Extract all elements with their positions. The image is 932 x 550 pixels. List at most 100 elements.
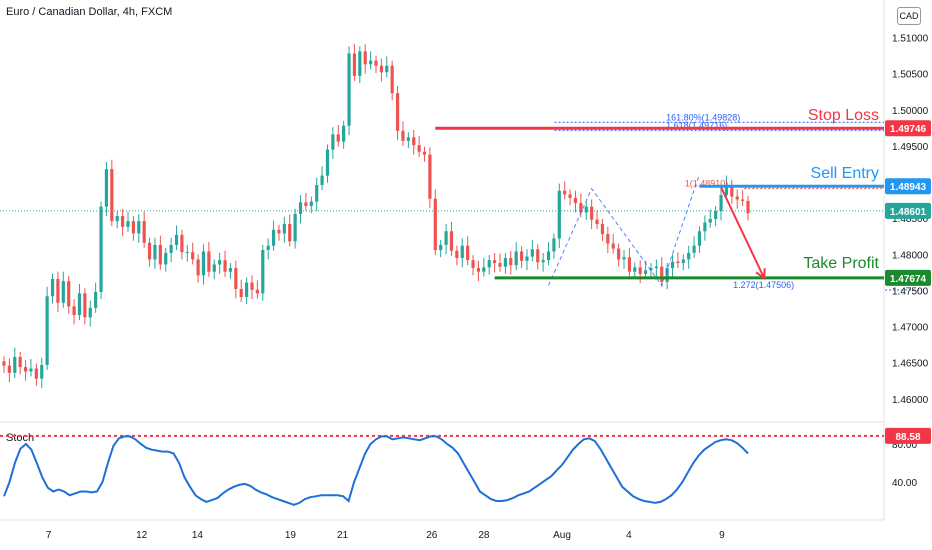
candle-body <box>617 248 621 260</box>
stop-loss-label: Stop Loss <box>808 107 879 124</box>
candle-body <box>385 65 389 73</box>
candle-body <box>142 221 146 243</box>
candle-body <box>77 293 82 316</box>
candle-body <box>476 268 481 272</box>
candle-body <box>697 231 702 246</box>
candle-body <box>525 256 529 261</box>
candle-body <box>676 261 680 264</box>
candle-body <box>56 278 60 303</box>
candle-body <box>271 229 276 246</box>
price-tick-label: 1.47500 <box>892 286 929 297</box>
candle-body <box>449 231 454 251</box>
sell-entry-price-label-box <box>885 178 931 195</box>
candle-body <box>250 282 254 290</box>
overbought-value-label: 88.58 <box>895 432 920 443</box>
candle-body <box>13 356 17 373</box>
candle-body <box>487 260 491 268</box>
candle-body <box>498 263 502 267</box>
candle-body <box>223 260 227 272</box>
candle-body <box>714 211 718 219</box>
candle-body <box>72 306 76 316</box>
price-tick-label: 1.51000 <box>892 34 929 45</box>
candle-body <box>719 195 723 211</box>
projection-arrow <box>720 186 766 279</box>
candle-body <box>735 196 739 200</box>
candle-body <box>622 257 626 260</box>
candle-body <box>50 278 55 297</box>
candle-body <box>401 130 405 141</box>
candle-body <box>369 60 373 65</box>
candle-body <box>643 270 648 274</box>
price-tick-label: 1.46000 <box>892 395 929 406</box>
candle-body <box>185 252 189 254</box>
time-tick-label: 4 <box>626 530 632 541</box>
time-tick-label: Aug <box>553 530 571 541</box>
candle-body <box>131 221 135 234</box>
candle-body <box>336 134 340 142</box>
candle-body <box>590 206 594 220</box>
candle-body <box>261 250 265 294</box>
price-tick-label: 1.47000 <box>892 323 929 334</box>
candle-body <box>277 229 281 234</box>
grid-layer <box>0 0 885 521</box>
candles-layer <box>2 44 750 389</box>
fib-level-label: 1(1.48910) <box>685 179 729 189</box>
candle-body <box>245 282 249 297</box>
candle-body <box>147 242 152 260</box>
candle-body <box>88 307 92 318</box>
candle-body <box>584 206 588 213</box>
candle-body <box>104 169 109 207</box>
candle-body <box>115 216 119 222</box>
price-tick-label: 1.50000 <box>892 106 929 117</box>
candle-body <box>455 250 459 258</box>
last-price-label: 1.48601 <box>890 207 927 218</box>
candle-body <box>406 137 410 141</box>
time-tick-label: 19 <box>285 530 297 541</box>
stoch-tick-label: 80.00 <box>892 440 917 451</box>
price-tick-label: 1.48500 <box>892 214 929 225</box>
time-tick-label: 21 <box>337 530 349 541</box>
candle-body <box>137 221 141 234</box>
candle-body <box>121 216 125 227</box>
stoch-tick-label: 40.00 <box>892 478 917 489</box>
time-tick-label: 7 <box>46 530 52 541</box>
candle-body <box>126 221 130 227</box>
fib-level-label: 161.80%(1.49828) <box>666 112 740 122</box>
candle-body <box>439 244 443 251</box>
candle-body <box>428 154 432 199</box>
candle-body <box>94 291 98 308</box>
currency-badge[interactable]: CAD <box>897 7 921 25</box>
candle-body <box>541 260 545 263</box>
candle-body <box>2 361 6 366</box>
stoch-line <box>3 435 749 506</box>
candle-body <box>422 151 427 155</box>
stochastic-panel: Stoch 80.00 40.00 88.58 <box>0 427 931 506</box>
indicator-label: Stoch <box>6 432 34 444</box>
candle-body <box>374 60 378 66</box>
candle-body <box>703 222 707 232</box>
candle-body <box>681 259 685 264</box>
candle-body <box>417 145 421 152</box>
candle-body <box>670 261 675 269</box>
candle-body <box>606 234 610 244</box>
candle-body <box>509 257 513 266</box>
candle-body <box>342 125 346 142</box>
candle-body <box>293 213 297 242</box>
candle-body <box>320 175 324 185</box>
candle-body <box>23 367 28 372</box>
candle-body <box>234 268 238 290</box>
candle-body <box>493 260 497 264</box>
candle-body <box>665 268 669 282</box>
candle-body <box>228 268 233 272</box>
candle-body <box>746 200 750 214</box>
stop-loss-price-label-box <box>885 120 931 137</box>
candle-body <box>196 259 200 276</box>
candle-body <box>412 137 416 146</box>
candle-body <box>692 245 696 253</box>
take-profit-label: Take Profit <box>803 255 879 272</box>
time-tick-label: 14 <box>192 530 204 541</box>
candle-body <box>519 251 524 261</box>
candle-body <box>18 356 22 368</box>
candle-body <box>83 293 87 318</box>
